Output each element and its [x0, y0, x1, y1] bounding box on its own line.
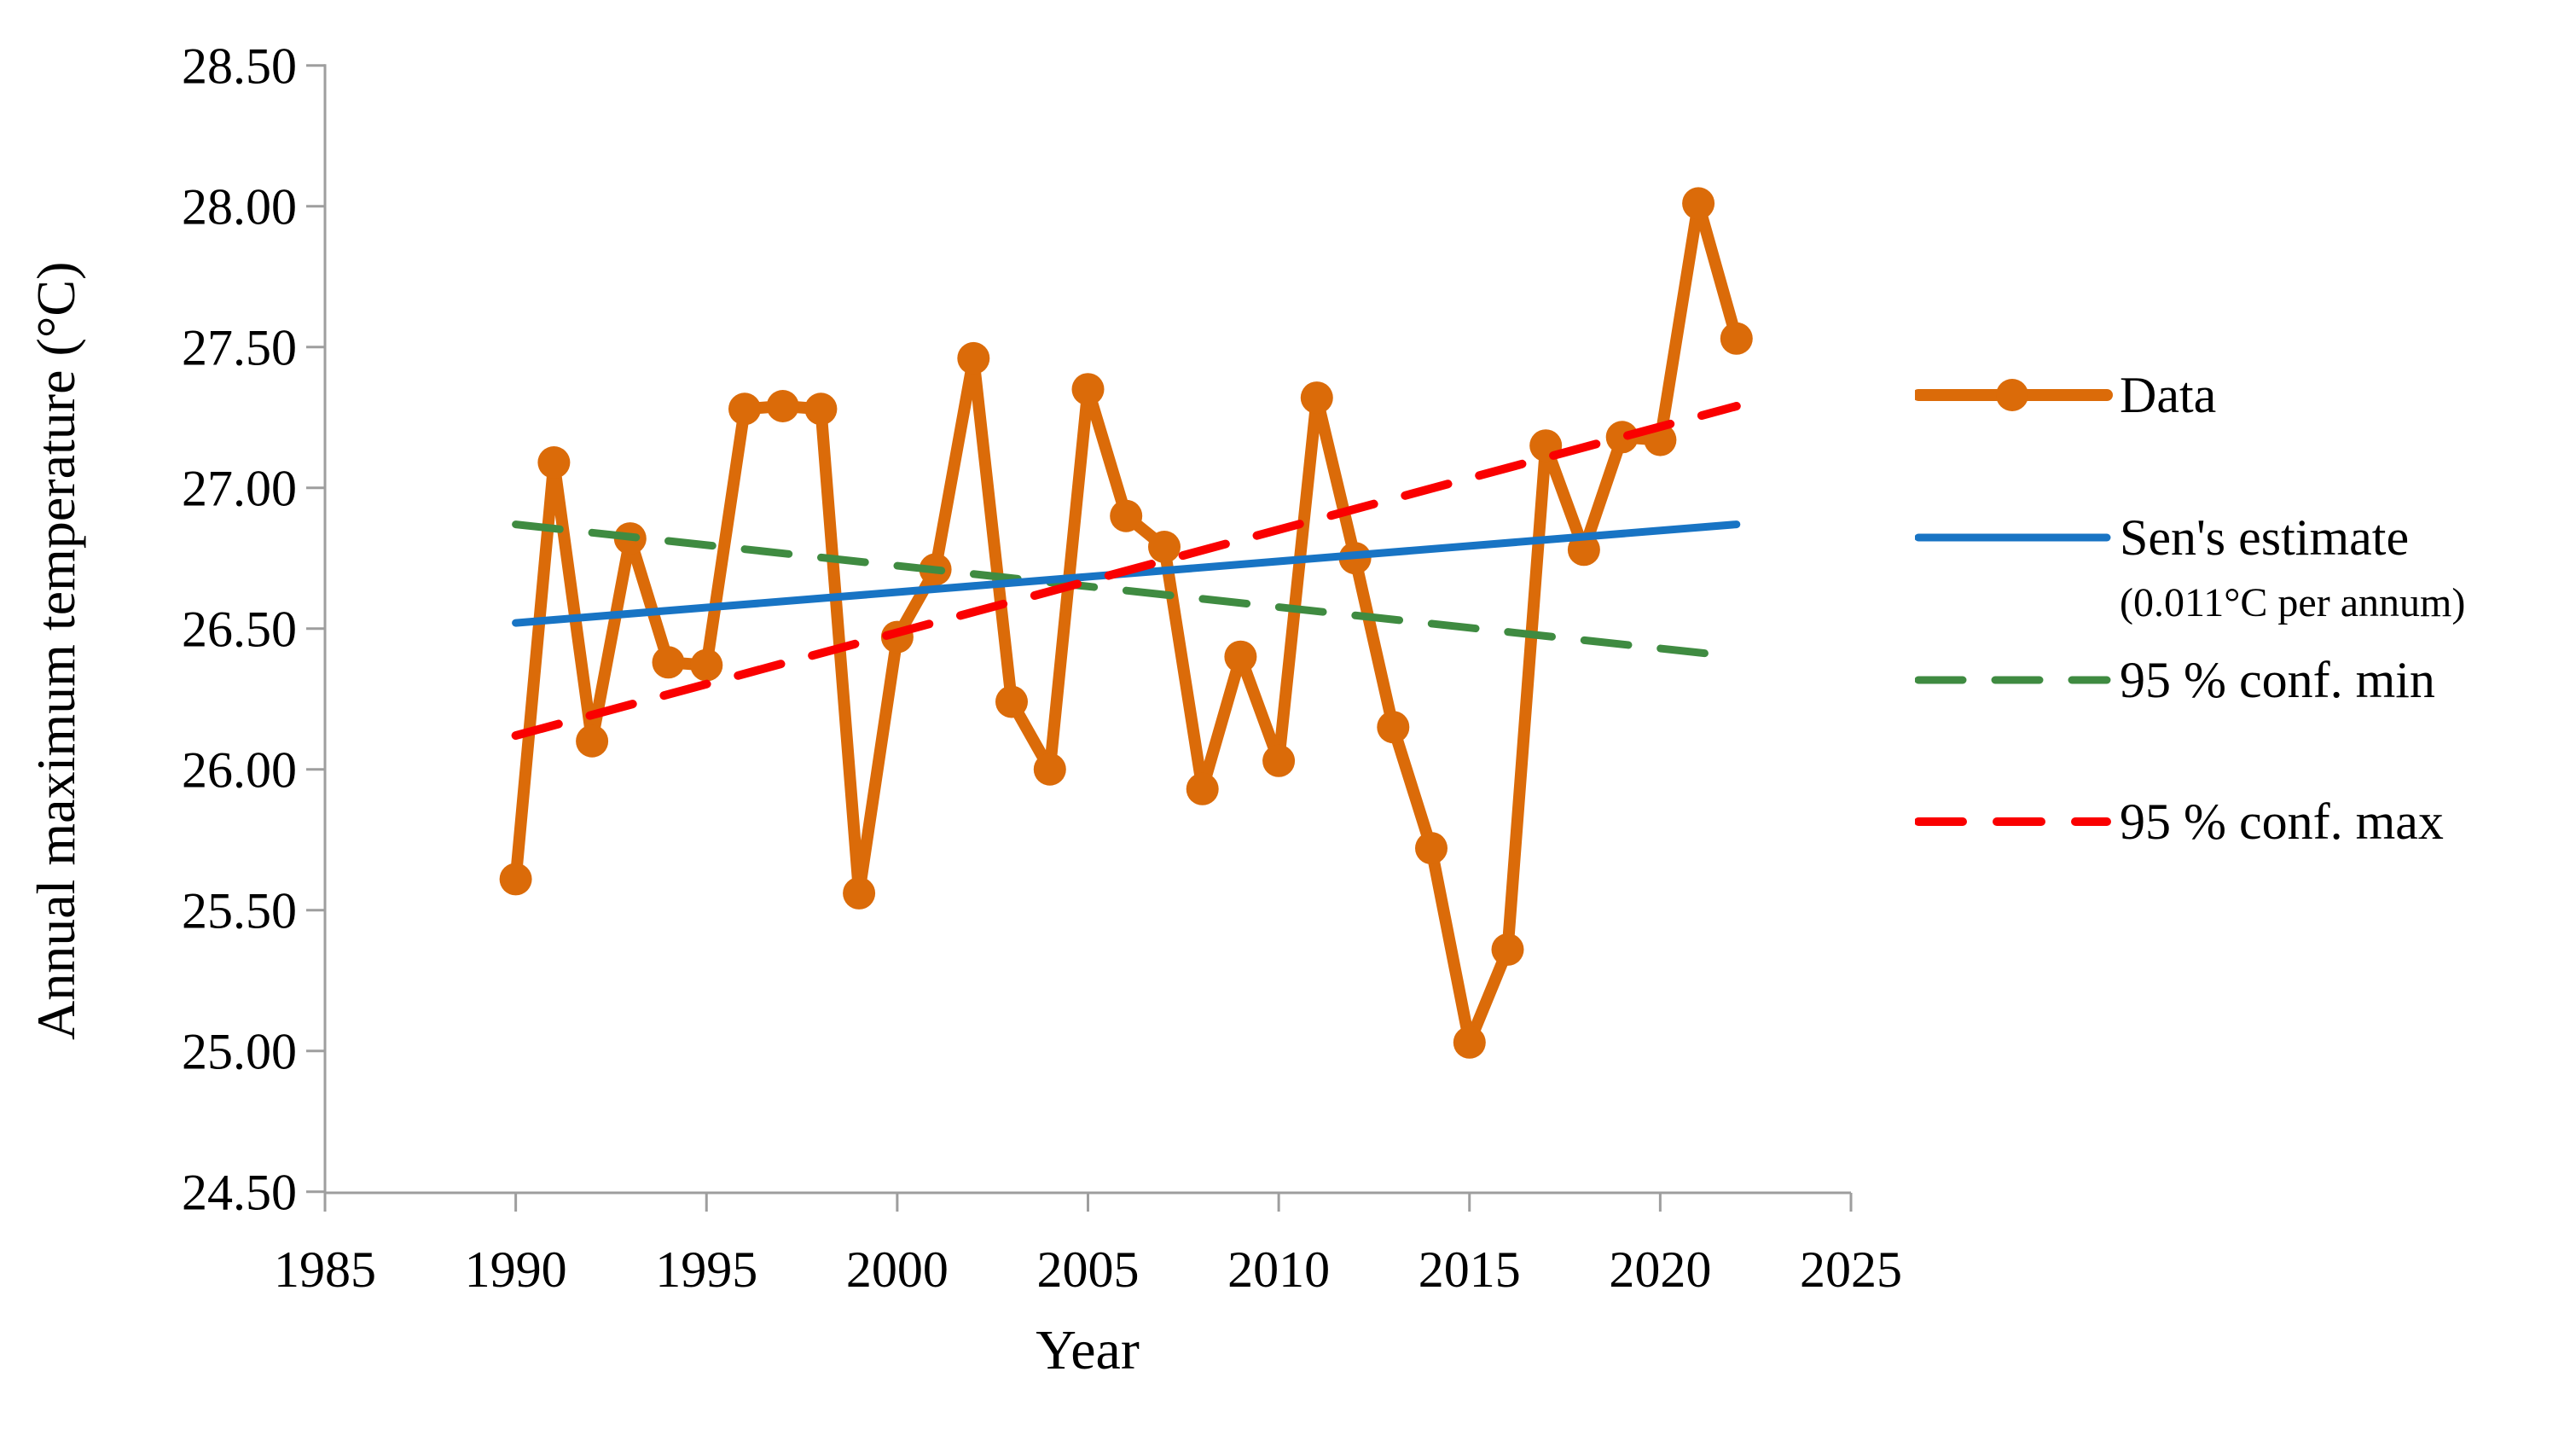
data-point-marker — [728, 392, 761, 426]
y-axis-tick-label: 28.50 — [182, 38, 297, 95]
x-axis-title: Year — [1036, 1319, 1140, 1381]
y-axis-tick-label: 27.50 — [182, 320, 297, 376]
data-point-marker — [1033, 753, 1066, 786]
data-point-marker — [1377, 711, 1410, 744]
legend-label-sens-estimate: Sen's estimate — [2120, 509, 2410, 566]
axes-layer: 28.50 28.00 27.50 27.00 26.50 26.00 25.50 25.00… — [182, 38, 1902, 1298]
conf-max-swatch-icon — [1915, 817, 2111, 826]
data-point-marker — [957, 341, 990, 375]
y-axis-tick-label: 26.00 — [182, 742, 297, 799]
x-axis-tick-label: 2000 — [846, 1241, 949, 1298]
data-point-marker — [690, 648, 723, 682]
data-point-marker — [652, 646, 685, 679]
series-layer — [499, 187, 1753, 1059]
legend-label-conf-min: 95 % conf. min — [2120, 652, 2435, 708]
x-axis-tick-label: 1985 — [274, 1241, 376, 1298]
data-point-marker — [1110, 499, 1143, 532]
data-point-marker — [1148, 531, 1181, 563]
y-axis-tick-label: 25.50 — [182, 883, 297, 939]
data-point-marker — [995, 685, 1028, 718]
y-axis-tick-label: 24.50 — [182, 1165, 297, 1221]
data-point-marker — [1300, 381, 1333, 415]
legend: Data Sen's estimate (0.011°C per annum) … — [1915, 0, 2576, 1430]
data-point-marker — [1453, 1026, 1486, 1059]
legend-label-conf-max: 95 % conf. max — [2120, 793, 2444, 850]
data-point-marker — [576, 724, 609, 758]
conf-min-swatch-icon — [1915, 676, 2111, 684]
data-point-marker — [1605, 421, 1639, 454]
x-axis-tick-label: 2020 — [1609, 1241, 1711, 1298]
sens-estimate-swatch-icon — [1915, 533, 2111, 542]
y-axis-tick-label: 25.00 — [182, 1024, 297, 1080]
data-point-marker — [1071, 373, 1105, 406]
legend-label-data: Data — [2120, 367, 2217, 423]
legend-item-conf-max: 95 % conf. max — [1915, 783, 2444, 860]
data-point-marker — [1491, 933, 1524, 966]
legend-item-data: Data — [1915, 357, 2216, 433]
legend-item-sens-estimate: Sen's estimate — [1915, 499, 2409, 576]
x-axis-tick-label: 2010 — [1227, 1241, 1330, 1298]
data-point-marker — [766, 390, 799, 422]
y-axis-tick-label: 28.00 — [182, 179, 297, 235]
x-axis-tick-label: 1995 — [655, 1241, 757, 1298]
y-axis-tick-label: 26.50 — [182, 602, 297, 658]
legend-item-conf-min: 95 % conf. min — [1915, 642, 2435, 718]
x-axis-tick-label: 1990 — [465, 1241, 567, 1298]
data-series-swatch-icon — [1915, 379, 2113, 411]
data-point-marker — [1262, 744, 1296, 777]
y-axis-tick-label: 27.00 — [182, 461, 297, 517]
data-point-marker — [499, 863, 532, 896]
x-axis-tick-label: 2025 — [1800, 1241, 1902, 1298]
data-point-marker — [1720, 322, 1753, 355]
conf-min-line — [512, 520, 1741, 661]
data-point-marker — [1415, 832, 1448, 865]
legend-sens-annotation: (0.011°C per annum) — [2120, 580, 2466, 625]
data-series-line — [509, 197, 1743, 1049]
data-point-marker — [1567, 533, 1600, 567]
y-axis-title: Annual maximum temperature (°C) — [26, 261, 86, 1041]
data-point-marker — [843, 876, 876, 910]
data-point-marker — [1186, 772, 1219, 805]
data-point-marker — [1682, 187, 1715, 220]
data-point-marker — [1224, 640, 1257, 673]
data-point-marker — [537, 446, 571, 479]
data-point-marker — [804, 392, 838, 426]
x-axis-tick-label: 2005 — [1037, 1241, 1140, 1298]
x-axis-tick-label: 2015 — [1419, 1241, 1521, 1298]
conf-max-line — [511, 402, 1741, 741]
